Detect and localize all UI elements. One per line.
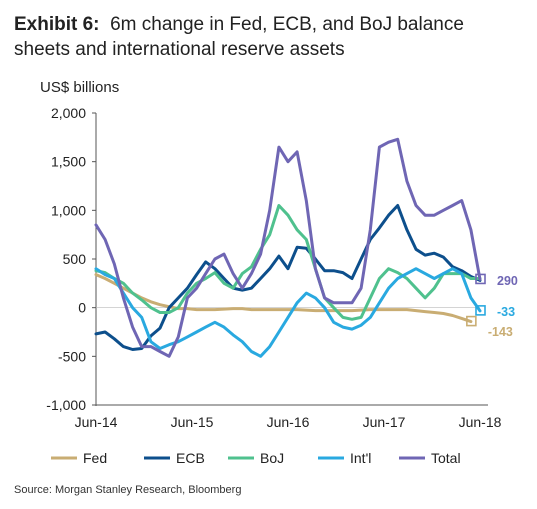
series-line-boj: [94, 204, 482, 321]
legend-label: Fed: [83, 450, 107, 466]
x-tick-label: Jun-17: [363, 414, 406, 430]
y-tick-label: 1,000: [51, 202, 86, 218]
y-tick-label: 2,000: [51, 105, 86, 121]
series-line-fed: [94, 273, 473, 324]
end-value-label: -143: [488, 325, 513, 339]
series-line-total: [94, 137, 482, 358]
series-line-intl: [94, 267, 482, 358]
x-tick-label: Jun-15: [171, 414, 214, 430]
y-tick-label: 500: [63, 251, 87, 267]
x-tick-label: Jun-16: [267, 414, 310, 430]
x-tick-label: Jun-18: [459, 414, 502, 430]
chart-title: Exhibit 6: 6m change in Fed, ECB, and Bo…: [14, 12, 524, 62]
legend-label: ECB: [176, 450, 205, 466]
title-text: 6m change in Fed, ECB, and BoJ balance s…: [14, 14, 464, 60]
end-value-label: -33: [497, 305, 515, 319]
legend-label: Int'l: [350, 450, 371, 466]
y-tick-label: 0: [78, 300, 86, 316]
legend-label: Total: [431, 450, 461, 466]
y-tick-label: -500: [58, 348, 86, 364]
legend-label: BoJ: [260, 450, 284, 466]
exhibit-label: Exhibit 6:: [14, 14, 100, 35]
y-tick-label: -1,000: [46, 397, 86, 413]
end-value-label: 290: [497, 274, 518, 288]
y-tick-label: 1,500: [51, 154, 86, 170]
x-tick-label: Jun-14: [75, 414, 118, 430]
y-axis-unit-label: US$ billions: [40, 79, 120, 96]
end-marker-fed: [466, 315, 477, 327]
series-line-ecb: [94, 204, 482, 351]
end-marker-intl: [475, 305, 486, 316]
source-note: Source: Morgan Stanley Research, Bloombe…: [14, 484, 242, 496]
end-marker-total: [475, 273, 486, 285]
